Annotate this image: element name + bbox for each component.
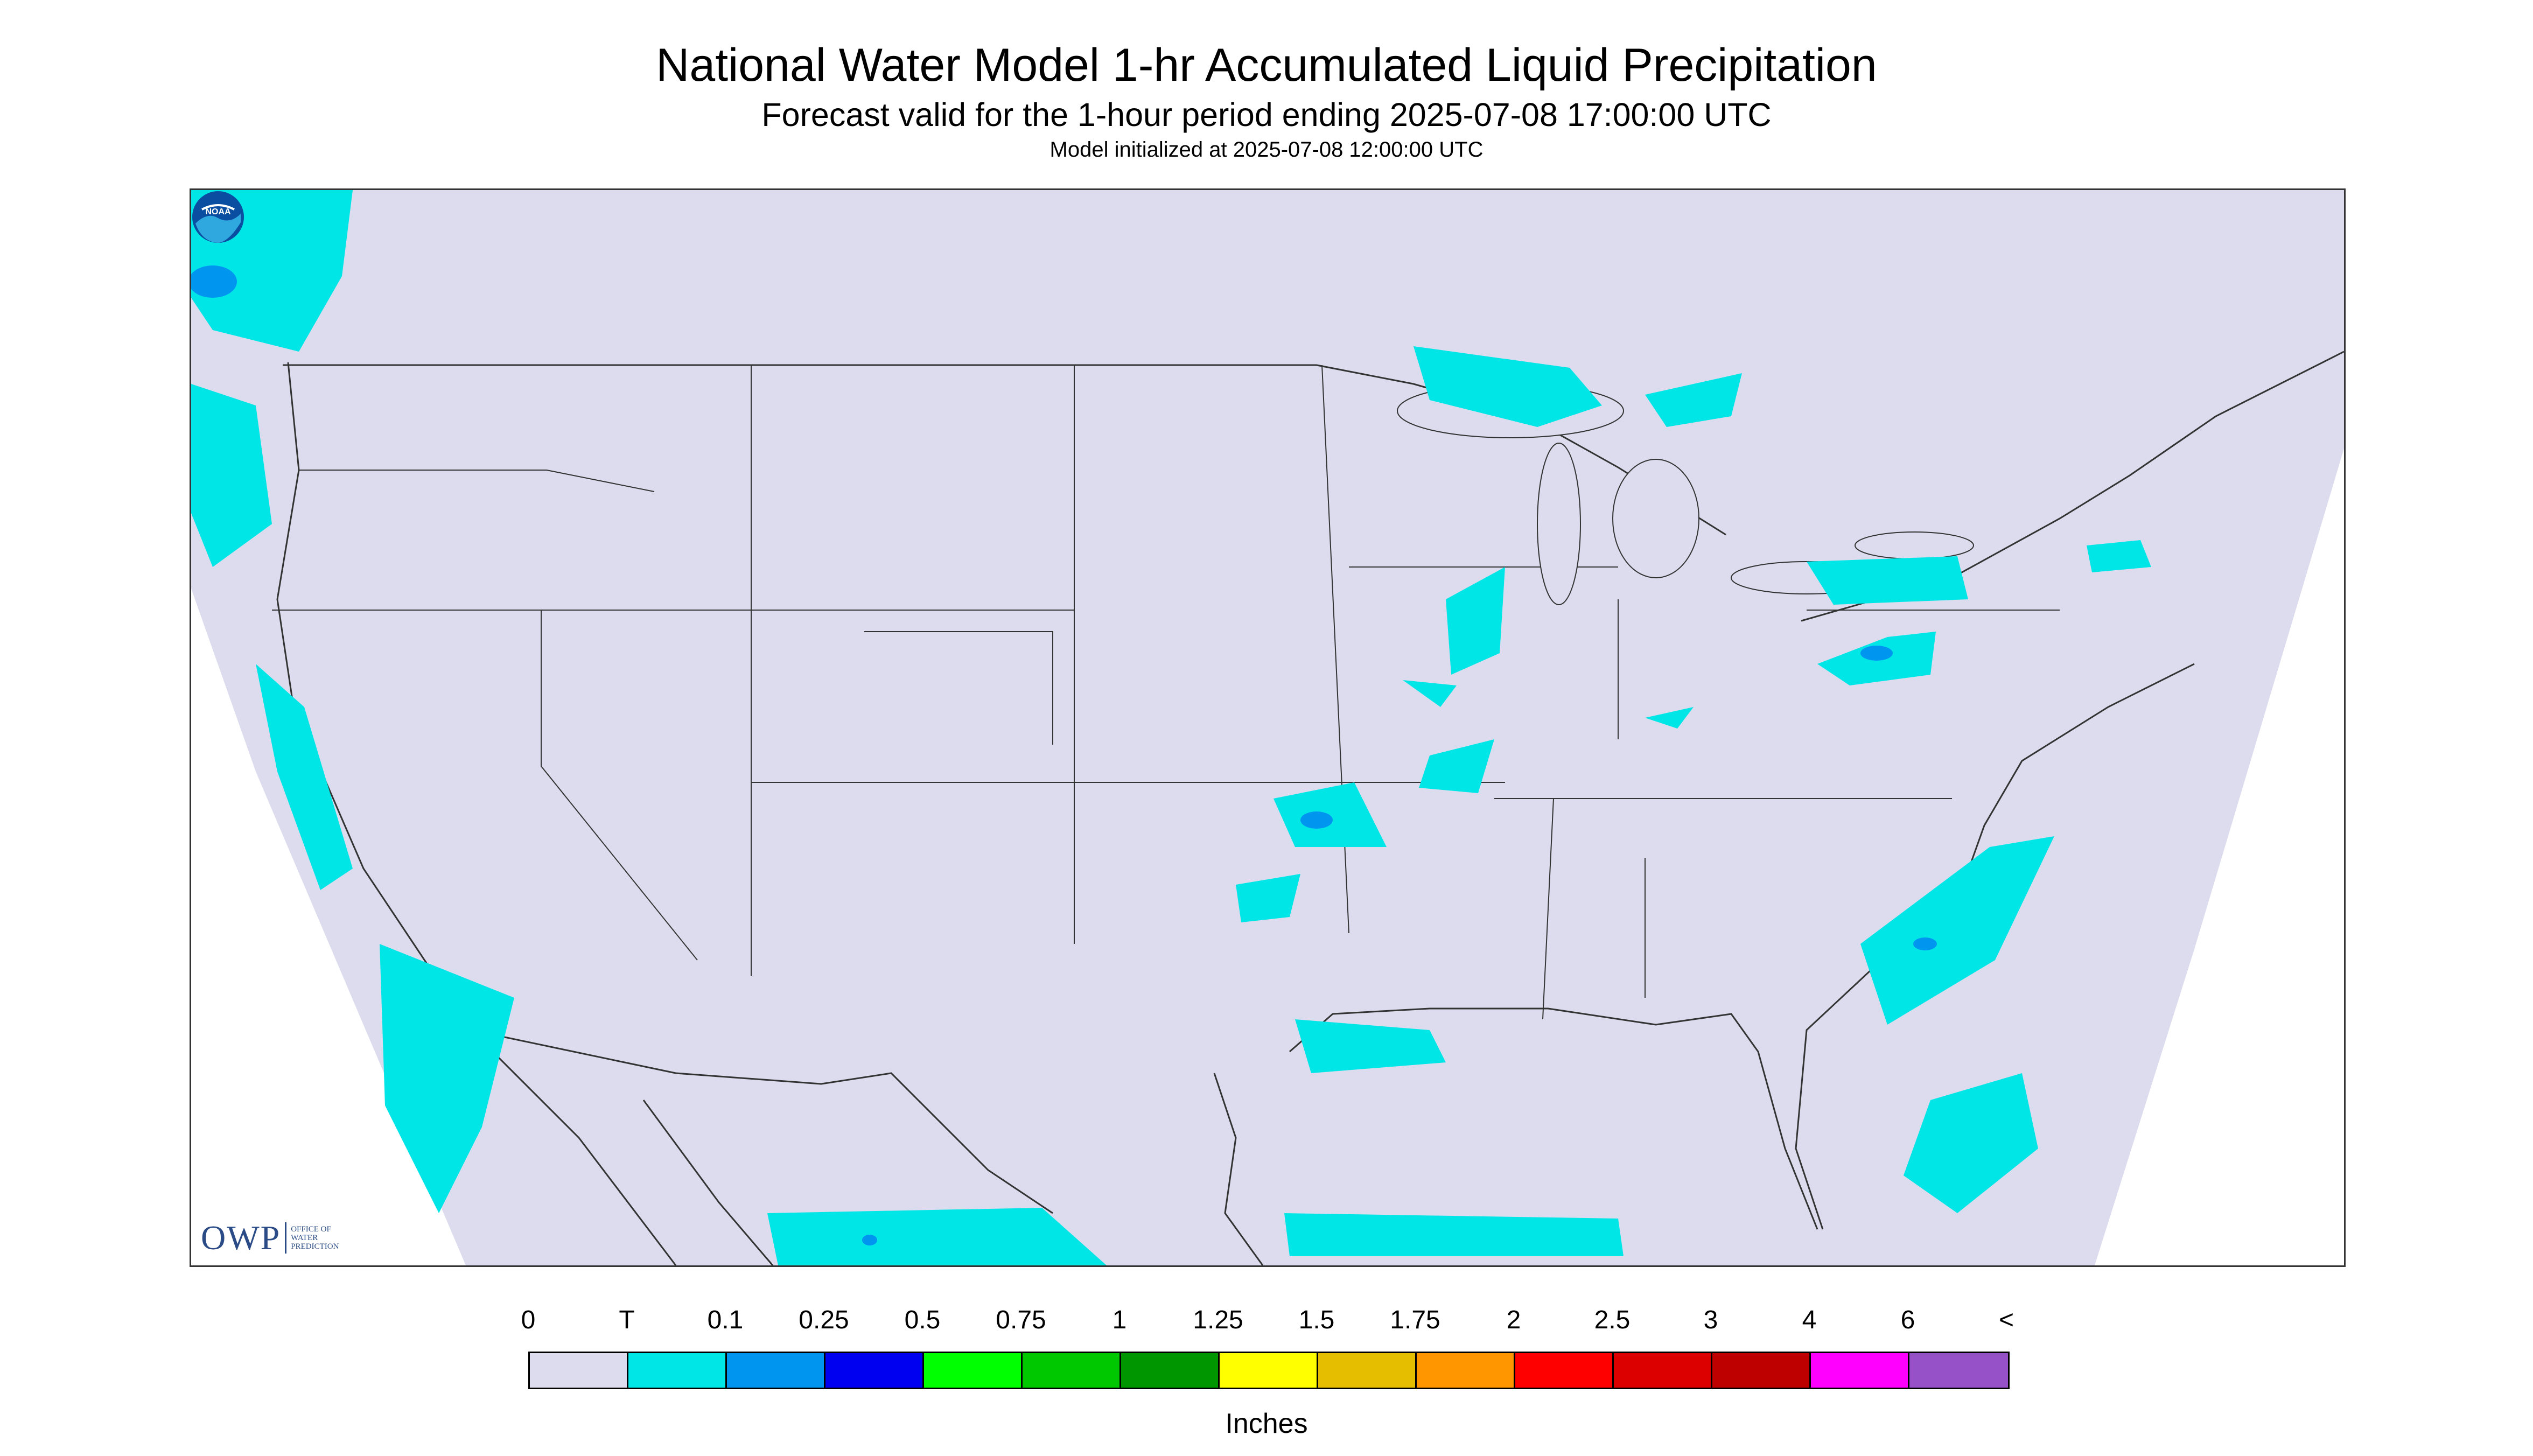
legend-swatch [924,1353,1023,1388]
legend-tick-label: 0.75 [996,1306,1046,1334]
precip-texas-north [1236,874,1300,922]
gulf-coast [1289,1007,1818,1230]
legend-tick-label: 0.5 [904,1306,941,1334]
precip-heavy-mexico [862,1235,877,1245]
lake-michigan [1537,443,1581,605]
legend-tick-label: T [619,1306,635,1334]
precip-gulf-mexico [1284,1213,1624,1256]
precip-california-offshore [256,664,353,890]
legend-tick-label: 1.25 [1193,1306,1243,1334]
legend-tick-label: 3 [1703,1306,1718,1334]
legend-unit-label: Inches [1225,1408,1308,1439]
noaa-logo: NOAA [192,191,244,243]
legend-tick-label: 0.1 [707,1306,744,1334]
state-line [864,631,1053,745]
precip-missouri [1419,739,1494,793]
legend-swatch [825,1353,924,1388]
precip-heavy-atlantic [1913,937,1937,950]
owp-logo-divider [285,1222,287,1254]
mexico-coast [642,1100,774,1265]
lake-huron [1612,459,1699,578]
model-init-line: Model initialized at 2025-07-08 12:00:00… [1049,138,1484,162]
precip-ohio-valley [1645,707,1694,729]
mexico-border [471,1029,1053,1214]
precipitation-map: OWP OFFICE OF WATER PREDICTION NOAA [190,188,2346,1267]
legend-tick-label: 0 [521,1306,536,1334]
legend-swatch [530,1353,628,1388]
legend-tick-label: 4 [1802,1306,1817,1334]
precip-pacific-coast [191,384,272,567]
owp-logo-line: PREDICTION [291,1242,339,1251]
precip-oklahoma [1274,782,1387,847]
noaa-logo-text: NOAA [205,207,231,216]
precip-heavy-pnw [191,265,237,298]
mexico-gulf-coast [1213,1073,1264,1265]
owp-logo-line: WATER [291,1234,318,1242]
owp-logo-abbr: OWP [201,1219,281,1257]
legend-swatch [1909,1353,2008,1388]
legend-tick-label: 1 [1112,1306,1127,1334]
legend-swatch [1318,1353,1417,1388]
legend-tick-label: < [1998,1306,2014,1334]
state-line [1542,798,1554,1020]
state-line [299,470,655,492]
legend-tick-label: 1.5 [1298,1306,1335,1334]
precip-great-lakes [1414,346,1602,427]
legend-swatch [1614,1353,1712,1388]
noaa-logo-gull [201,204,235,211]
state-line [541,610,698,961]
legend-swatch [727,1353,825,1388]
legend-tick-label: 1.75 [1390,1306,1440,1334]
owp-logo-text: OFFICE OF WATER PREDICTION [291,1225,339,1251]
precip-lake-superior-east [1645,373,1742,427]
precip-new-england [2087,540,2151,572]
legend-swatch [1712,1353,1811,1388]
legend-swatch [1023,1353,1121,1388]
precip-atlantic [1860,836,2054,1025]
precip-iowa [1403,680,1457,707]
precip-mexico-pacific [767,1208,1107,1265]
lake-ontario [1855,531,1974,559]
chart-subtitle: Forecast valid for the 1-hour period end… [761,96,1772,133]
owp-logo-line: OFFICE OF [291,1225,331,1234]
legend-tick-label: 6 [1900,1306,1915,1334]
map-canvas [191,190,2344,1265]
precip-heavy-pennsylvania [1860,646,1893,661]
legend-swatch [1220,1353,1318,1388]
noaa-logo-wave [195,214,241,243]
precip-heavy-oklahoma [1300,811,1333,829]
legend-swatch [1515,1353,1614,1388]
precip-baja-offshore [380,944,514,1213]
legend-tick-label: 2.5 [1594,1306,1631,1334]
precip-caribbean [1904,1073,2038,1213]
legend-swatch [1121,1353,1220,1388]
model-domain [191,190,2344,1265]
canada-border-line [283,364,1726,536]
legend-labels: 0 T 0.1 0.25 0.5 0.75 1 1.25 1.5 1.75 2 2.5 3 4 6 < [0,1305,2533,1343]
precip-gulf-coast [1295,1019,1446,1073]
legend-swatch [1811,1353,1909,1388]
precip-midwest [1446,567,1505,675]
legend-tick-label: 0.25 [799,1306,849,1334]
precip-areas-light [191,265,1937,1245]
owp-logo: OWP OFFICE OF WATER PREDICTION [201,1218,339,1258]
chart-title: National Water Model 1-hr Accumulated Li… [656,39,1877,91]
legend-swatch [628,1353,727,1388]
precip-areas-trace [191,190,2151,1265]
legend-tick-label: 2 [1506,1306,1521,1334]
legend-swatch [1417,1353,1515,1388]
legend-color-bar [528,1352,2010,1389]
precip-new-york [1807,556,1968,605]
